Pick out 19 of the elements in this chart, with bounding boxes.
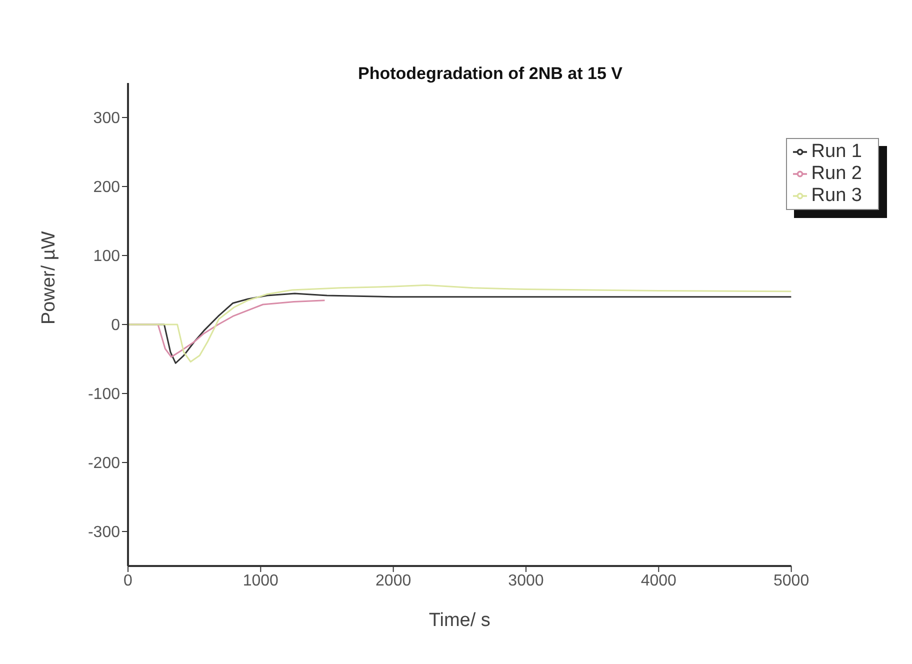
x-tick-label: 1000 <box>242 572 279 590</box>
chart-title: Photodegradation of 2NB at 15 V <box>358 64 622 84</box>
y-axis-title: Power/ µW <box>38 231 60 324</box>
y-tick-label: 300 <box>93 110 120 128</box>
x-tick-label: 3000 <box>508 572 544 590</box>
x-tick-label: 0 <box>124 572 133 590</box>
legend-label: Run 2 <box>811 163 862 184</box>
legend-label: Run 1 <box>811 141 862 162</box>
y-tick-label: -300 <box>88 524 120 542</box>
legend-label: Run 3 <box>811 185 862 206</box>
y-tick-label: -200 <box>88 455 120 472</box>
x-tick-label: 4000 <box>640 572 677 590</box>
y-tick-label: -100 <box>88 386 120 404</box>
y-tick-label: 200 <box>93 179 120 196</box>
x-axis-title: Time/ s <box>428 610 490 631</box>
y-tick-label: 0 <box>111 317 120 334</box>
y-tick-label: 100 <box>93 248 120 266</box>
x-tick-label: 2000 <box>376 572 412 590</box>
x-tick-label: 5000 <box>774 572 810 590</box>
